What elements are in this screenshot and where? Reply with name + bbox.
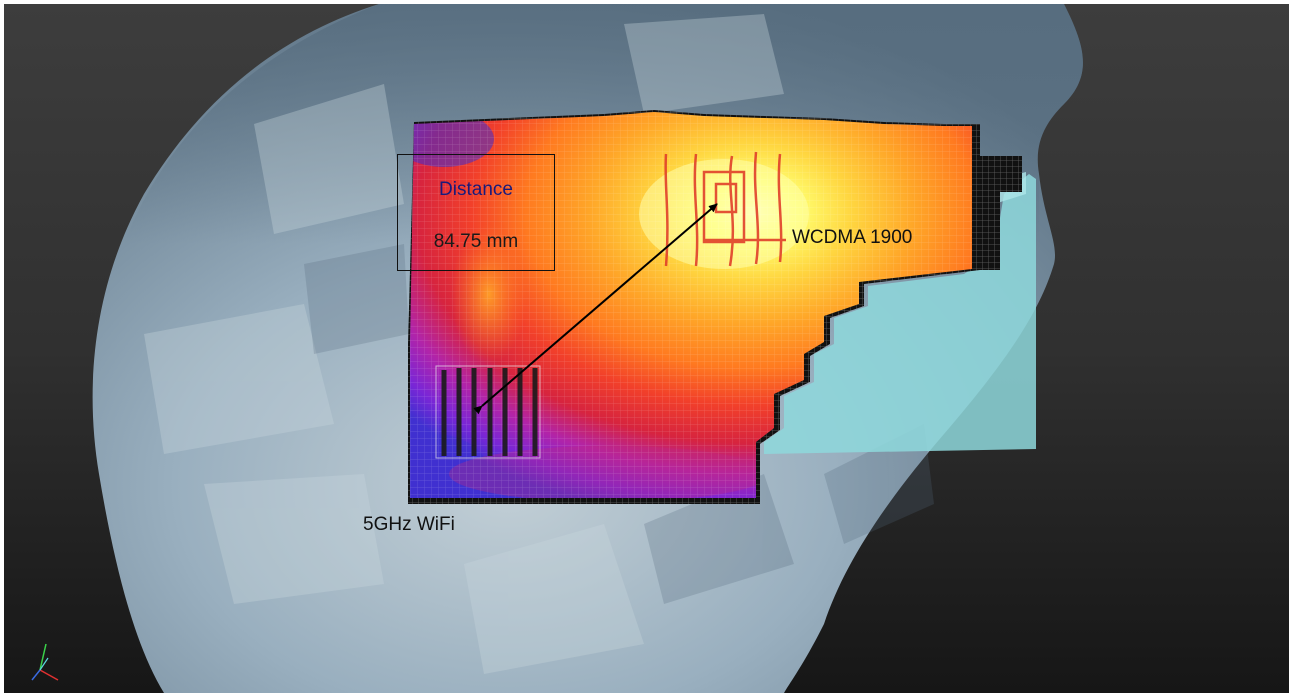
distance-value: 84.75 mm bbox=[433, 231, 519, 252]
viewport-3d[interactable]: Distance 84.75 mm WCDMA 1900 5GHz WiFi bbox=[4, 4, 1289, 693]
wcdma-antenna-label: WCDMA 1900 bbox=[792, 227, 913, 248]
wifi-antenna-label: 5GHz WiFi bbox=[363, 514, 455, 535]
axis-triad-icon bbox=[31, 643, 59, 681]
distance-annotation-box: Distance 84.75 mm bbox=[397, 154, 555, 271]
scene-3d bbox=[4, 4, 1289, 693]
distance-title: Distance bbox=[439, 179, 513, 200]
